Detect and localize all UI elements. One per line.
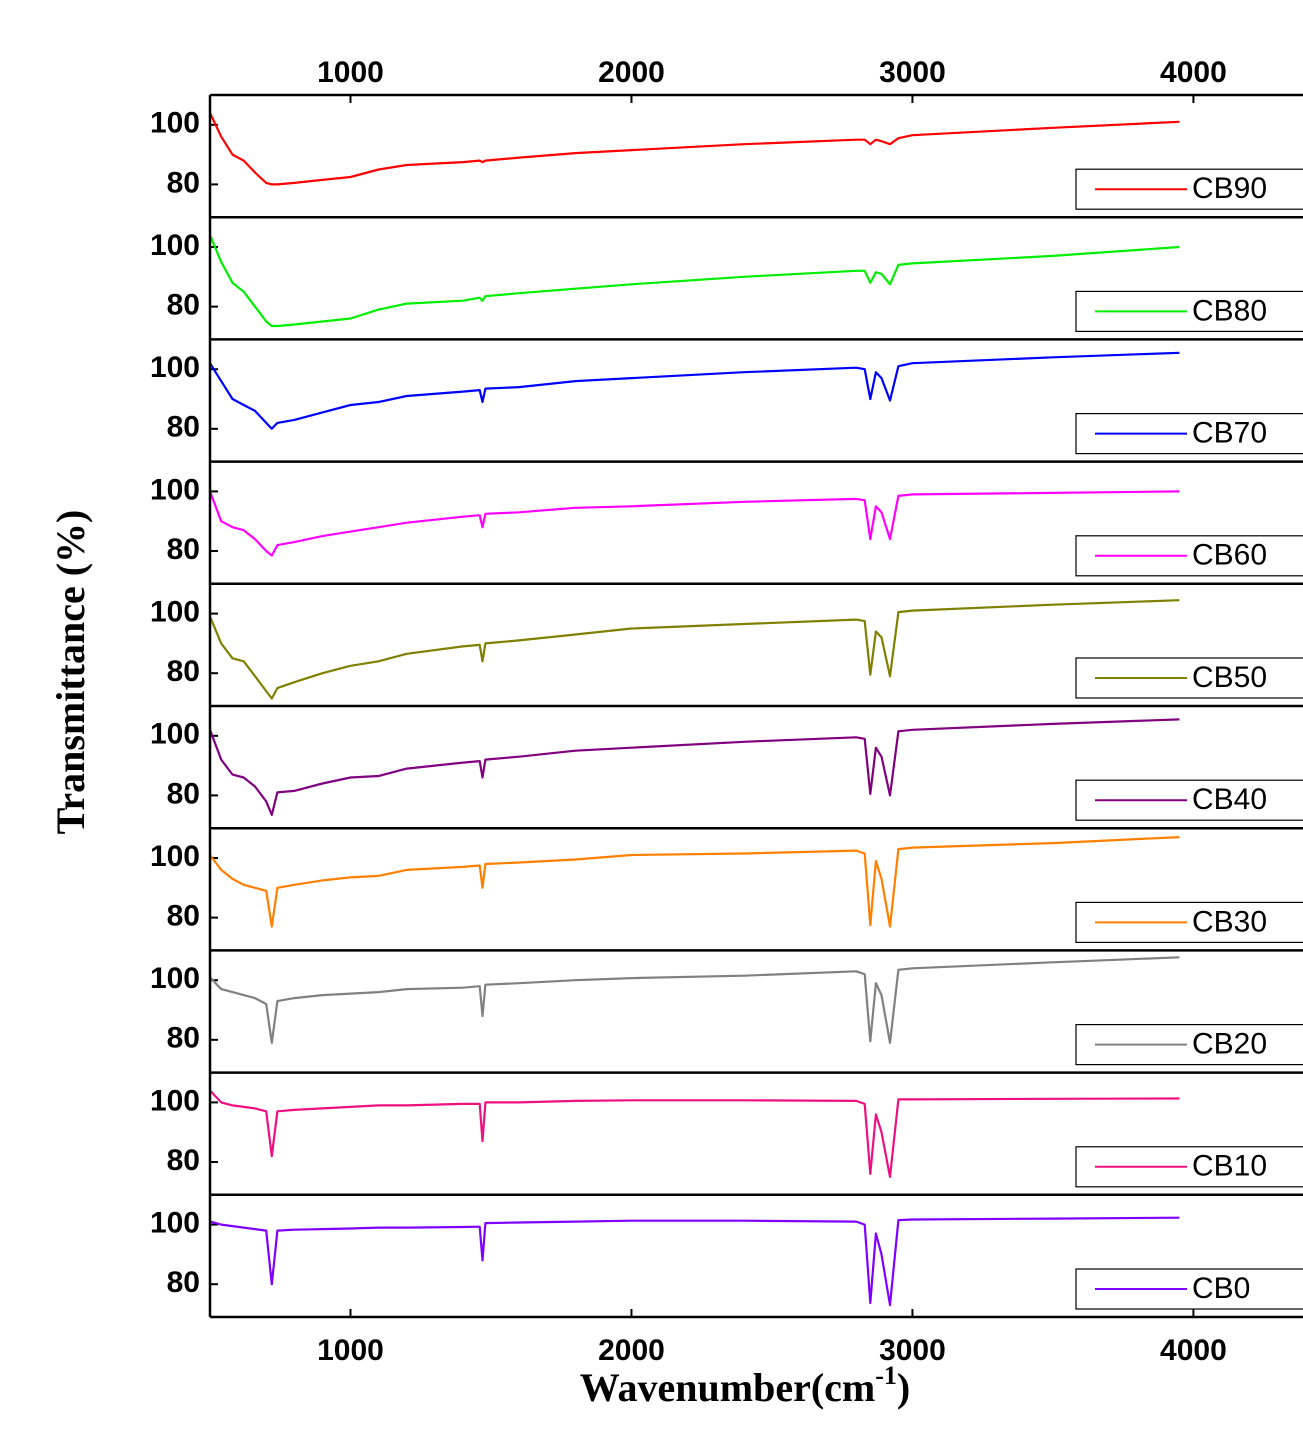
y-tick-label: 100 [150,351,200,384]
y-tick-label: 80 [167,900,200,933]
x-tick-label-top: 2000 [598,56,665,89]
legend-label: CB50 [1192,661,1267,694]
x-axis-title-sup: -1 [875,1361,897,1390]
y-tick-label: 80 [167,1022,200,1055]
legend-label: CB0 [1192,1272,1250,1305]
series-line [209,1089,1180,1178]
legend-label: CB10 [1192,1150,1267,1183]
y-tick-label: 80 [167,166,200,199]
legend-label: CB40 [1192,783,1267,816]
y-tick-label: 100 [150,1084,200,1117]
legend-label: CB80 [1192,294,1267,327]
x-axis-title: Wavenumber(cm-1) [580,1361,911,1410]
y-tick-label: 100 [150,596,200,629]
x-tick-label-top: 1000 [317,56,384,89]
series-line [209,956,1180,1044]
y-tick-label: 80 [167,777,200,810]
y-tick-label: 100 [150,840,200,873]
y-tick-label: 100 [150,107,200,140]
series-line [209,112,1180,186]
y-tick-label: 100 [150,229,200,262]
y-tick-label: 80 [167,533,200,566]
x-tick-label: 1000 [317,1334,384,1367]
x-tick-label: 4000 [1160,1334,1227,1367]
legend-label: CB30 [1192,905,1267,938]
x-tick-label: 2000 [598,1334,665,1367]
y-tick-label: 100 [150,1207,200,1240]
legend-label: CB20 [1192,1028,1267,1061]
y-tick-label: 100 [150,473,200,506]
legend-label: CB60 [1192,539,1267,572]
series-line [208,599,1180,700]
y-axis-title: Transmittance (%) [48,510,93,835]
y-tick-label: 80 [167,289,200,322]
x-tick-label-top: 3000 [879,56,946,89]
series-line [209,1216,1180,1307]
x-axis-title-end: ) [897,1365,910,1410]
y-tick-label: 100 [150,718,200,751]
series-line [209,836,1180,928]
x-tick-label-top: 4000 [1160,56,1227,89]
x-axis-title-main: Wavenumber(cm [580,1365,876,1410]
legend-label: CB90 [1192,172,1267,205]
y-tick-label: 80 [167,411,200,444]
series-line [209,351,1180,430]
legend-box [1075,779,1303,821]
legend-label: CB70 [1192,417,1267,450]
y-tick-label: 80 [167,1266,200,1299]
y-tick-label: 80 [167,1144,200,1177]
y-tick-label: 100 [150,962,200,995]
y-tick-label: 80 [167,655,200,688]
series-line [208,718,1180,816]
x-tick-label: 3000 [879,1334,946,1367]
series-line [208,490,1180,557]
series-line [208,234,1180,328]
